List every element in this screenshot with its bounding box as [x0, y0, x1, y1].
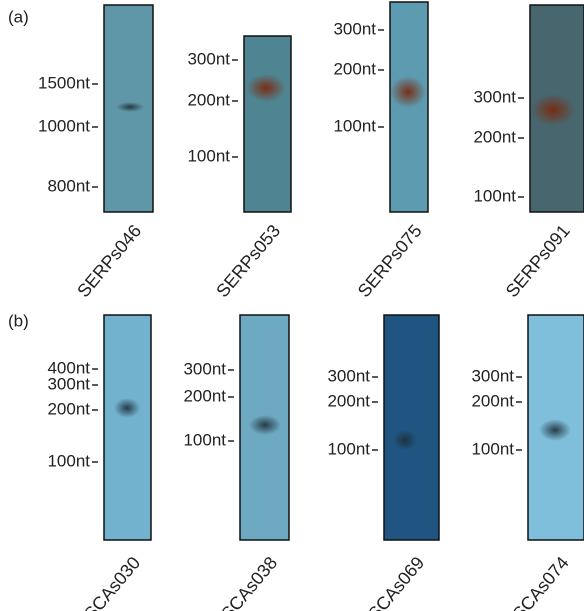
blot [244, 36, 291, 212]
band [116, 102, 144, 112]
marker-label: 200nt [47, 399, 90, 418]
marker-label: 100nt [183, 430, 226, 449]
blot-name: SCAs030 [80, 553, 144, 611]
band [531, 94, 575, 126]
marker-label: 200nt [183, 386, 226, 405]
band [393, 430, 417, 450]
blot-name: SERPs053 [212, 221, 284, 301]
marker-label: 300nt [187, 49, 230, 68]
marker-label: 200nt [333, 59, 376, 78]
marker-label: 300nt [327, 366, 370, 385]
blot [384, 315, 439, 540]
marker-label: 200nt [473, 127, 516, 146]
marker-label: 100nt [47, 451, 90, 470]
blot-name: SCAs069 [364, 553, 428, 611]
marker-label: 200nt [471, 391, 514, 410]
marker-label: 100nt [333, 116, 376, 135]
band [249, 415, 281, 435]
marker-label: 100nt [473, 186, 516, 205]
blot [104, 315, 151, 540]
band [114, 398, 140, 418]
marker-label: 300nt [333, 19, 376, 38]
marker-label: 200nt [187, 90, 230, 109]
marker-label: 300nt [47, 374, 90, 393]
marker-label: 300nt [471, 366, 514, 385]
marker-label: 100nt [187, 146, 230, 165]
blot-name: SERPs046 [73, 221, 145, 301]
marker-label: 100nt [327, 439, 370, 458]
marker-label: 300nt [183, 359, 226, 378]
panel-label: (a) [8, 7, 29, 26]
marker-label: 800nt [47, 176, 90, 195]
marker-label: 1500nt [38, 73, 90, 92]
marker-label: 200nt [327, 391, 370, 410]
blot-name: SERPs091 [502, 221, 574, 301]
panel-label: (b) [8, 311, 29, 330]
blot-name: SCAs038 [217, 553, 281, 611]
blot-name: SCAs074 [509, 553, 573, 611]
band [390, 76, 426, 108]
marker-label: 1000nt [38, 116, 90, 135]
marker-label: 300nt [473, 87, 516, 106]
blot-name: SERPs075 [354, 221, 426, 301]
band [539, 419, 571, 441]
band [246, 74, 286, 102]
figure: (a) 1500nt 1000nt 800nt SERPs046 300nt 200nt 10… [0, 0, 584, 611]
marker-label: 100nt [471, 439, 514, 458]
